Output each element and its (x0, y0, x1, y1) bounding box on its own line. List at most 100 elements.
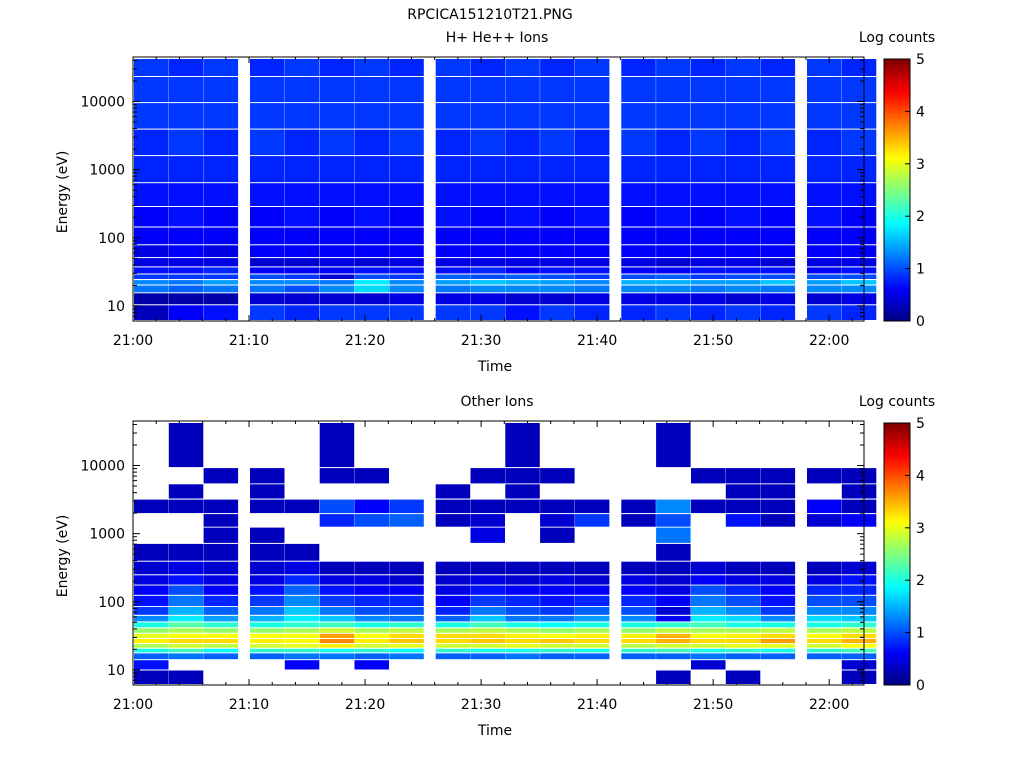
y-tick-label: 100 (98, 595, 125, 611)
heatmap-cell (134, 207, 169, 227)
colorbar-tick-label: 0 (916, 314, 925, 330)
colorbar-segment (884, 442, 910, 446)
heatmap-cell (841, 305, 877, 320)
colorbar-segment (884, 98, 910, 102)
colorbar-segment (884, 446, 910, 450)
x-tick-label: 21:10 (229, 697, 269, 713)
colorbar-segment (884, 64, 910, 68)
colorbar-segment (884, 315, 910, 318)
heatmap-cell (807, 207, 842, 227)
heatmap-cell (656, 615, 691, 622)
colorbar-segment (884, 168, 910, 171)
colorbar-segment (884, 88, 910, 92)
heatmap-cell (470, 644, 505, 648)
heatmap-cell (621, 622, 656, 628)
heatmap-cell (760, 585, 796, 595)
heatmap-cell (203, 207, 239, 227)
colorbar-segment (884, 492, 910, 495)
heatmap-cell (250, 648, 285, 653)
heatmap-cell (284, 280, 320, 285)
heatmap-cell (574, 280, 610, 285)
heatmap-cell (389, 575, 424, 585)
colorbar-segment (884, 156, 910, 159)
heatmap-cell (725, 59, 761, 76)
heatmap-cell (841, 670, 877, 684)
heatmap-cell (284, 595, 320, 607)
colorbar-segment (884, 148, 910, 151)
heatmap-cell (807, 633, 842, 638)
heatmap-cell (656, 607, 691, 615)
heatmap-cell (691, 639, 726, 644)
heatmap-cell (319, 245, 355, 258)
colorbar-segment (884, 557, 910, 561)
heatmap-cell (621, 305, 656, 320)
colorbar-segment (884, 436, 910, 440)
heatmap-cell (435, 129, 471, 156)
heatmap-cell (389, 644, 424, 648)
heatmap-cell (691, 280, 726, 285)
colorbar-segment (884, 108, 910, 112)
heatmap-cell (540, 499, 575, 514)
heatmap-cell (134, 561, 169, 575)
x-tick-label: 21:00 (113, 697, 153, 713)
heatmap-cell (760, 644, 796, 648)
heatmap-cell (389, 156, 424, 183)
heatmap-cell (760, 653, 796, 660)
heatmap-cell (250, 622, 285, 628)
heatmap-cell (389, 129, 424, 156)
heatmap-cell (807, 644, 842, 648)
heatmap-cell (168, 484, 204, 499)
heatmap-cell (841, 653, 877, 660)
heatmap-cell (656, 293, 691, 305)
heatmap-cell (505, 103, 540, 129)
heatmap-cell (470, 561, 505, 575)
heatmap-cell (134, 628, 169, 633)
heatmap-cell (841, 628, 877, 633)
heatmap-cell (540, 561, 575, 575)
colorbar-segment (884, 599, 910, 603)
heatmap-cell (389, 245, 424, 258)
heatmap-cell (435, 628, 471, 633)
colorbar-segment (884, 255, 910, 258)
colorbar-segment (884, 520, 910, 523)
heatmap-cell (841, 484, 877, 499)
heatmap-cell (134, 648, 169, 653)
colorbar-segment (884, 207, 910, 211)
colorbar-tick-label: 2 (916, 573, 925, 589)
heatmap-cell (389, 585, 424, 595)
heatmap-cell (134, 633, 169, 638)
colorbar-segment (884, 66, 910, 70)
heatmap-cell (168, 285, 204, 293)
heatmap-cell (250, 227, 285, 245)
colorbar-segment (884, 623, 910, 626)
heatmap-cell (656, 156, 691, 183)
colorbar-segment (884, 609, 910, 613)
heatmap-cell (691, 595, 726, 607)
colorbar-tick-label: 3 (916, 521, 925, 537)
colorbar-segment (884, 663, 910, 666)
heatmap-cell (389, 607, 424, 615)
heatmap-cell (134, 644, 169, 648)
colorbar-segment (884, 122, 910, 125)
colorbar-segment (884, 488, 910, 491)
heatmap-cell (505, 274, 540, 279)
colorbar-segment (884, 426, 910, 430)
heatmap-cell (435, 274, 471, 279)
heatmap-cell (691, 622, 726, 628)
heatmap-cell (807, 639, 842, 644)
colorbar-segment (884, 273, 910, 276)
heatmap-cell (435, 615, 471, 622)
heatmap-cell (470, 183, 505, 206)
heatmap-cell (505, 595, 540, 607)
heatmap-cell (250, 245, 285, 258)
heatmap-cell (319, 607, 355, 615)
heatmap-cell (691, 267, 726, 274)
heatmap-cell (691, 77, 726, 103)
heatmap-cell (250, 585, 285, 595)
colorbar-segment (884, 116, 910, 120)
heatmap-cell (319, 575, 355, 585)
heatmap-cell (435, 484, 471, 499)
colorbar-segment (884, 462, 910, 466)
heatmap-cell (540, 258, 575, 267)
heatmap-cell (134, 59, 169, 76)
